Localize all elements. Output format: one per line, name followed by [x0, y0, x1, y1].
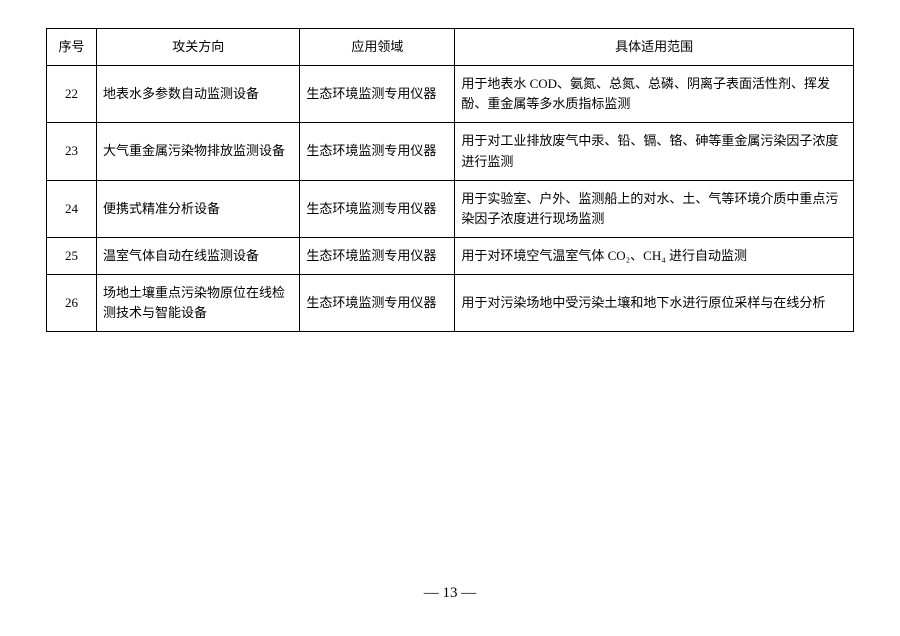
col-header-num: 序号: [47, 29, 97, 66]
cell-scope: 用于对污染场地中受污染土壤和地下水进行原位采样与在线分析: [455, 275, 854, 332]
col-header-dir: 攻关方向: [97, 29, 300, 66]
cell-num: 22: [47, 66, 97, 123]
cell-dir: 大气重金属污染物排放监测设备: [97, 123, 300, 180]
cell-scope: 用于地表水 COD、氨氮、总氮、总磷、阴离子表面活性剂、挥发酚、重金属等多水质指…: [455, 66, 854, 123]
cell-dir: 温室气体自动在线监测设备: [97, 237, 300, 274]
cell-field: 生态环境监测专用仪器: [300, 123, 455, 180]
cell-field: 生态环境监测专用仪器: [300, 66, 455, 123]
table-body: 22 地表水多参数自动监测设备 生态环境监测专用仪器 用于地表水 COD、氨氮、…: [47, 66, 854, 332]
cell-num: 24: [47, 180, 97, 237]
cell-scope: 用于对环境空气温室气体 CO₂、CH₄ 进行自动监测: [455, 237, 854, 274]
table-header-row: 序号 攻关方向 应用领域 具体适用范围: [47, 29, 854, 66]
col-header-field: 应用领域: [300, 29, 455, 66]
cell-scope: 用于实验室、户外、监测船上的对水、土、气等环境介质中重点污染因子浓度进行现场监测: [455, 180, 854, 237]
page-content: 序号 攻关方向 应用领域 具体适用范围 22 地表水多参数自动监测设备 生态环境…: [0, 0, 900, 332]
cell-field: 生态环境监测专用仪器: [300, 275, 455, 332]
table-row: 23 大气重金属污染物排放监测设备 生态环境监测专用仪器 用于对工业排放废气中汞…: [47, 123, 854, 180]
cell-field: 生态环境监测专用仪器: [300, 180, 455, 237]
cell-scope: 用于对工业排放废气中汞、铅、镉、铬、砷等重金属污染因子浓度进行监测: [455, 123, 854, 180]
page-number: — 13 —: [0, 585, 900, 602]
data-table: 序号 攻关方向 应用领域 具体适用范围 22 地表水多参数自动监测设备 生态环境…: [46, 28, 854, 332]
cell-dir: 地表水多参数自动监测设备: [97, 66, 300, 123]
cell-dir: 场地土壤重点污染物原位在线检测技术与智能设备: [97, 275, 300, 332]
table-row: 26 场地土壤重点污染物原位在线检测技术与智能设备 生态环境监测专用仪器 用于对…: [47, 275, 854, 332]
cell-num: 26: [47, 275, 97, 332]
table-row: 25 温室气体自动在线监测设备 生态环境监测专用仪器 用于对环境空气温室气体 C…: [47, 237, 854, 274]
table-row: 24 便携式精准分析设备 生态环境监测专用仪器 用于实验室、户外、监测船上的对水…: [47, 180, 854, 237]
table-row: 22 地表水多参数自动监测设备 生态环境监测专用仪器 用于地表水 COD、氨氮、…: [47, 66, 854, 123]
cell-num: 23: [47, 123, 97, 180]
col-header-scope: 具体适用范围: [455, 29, 854, 66]
cell-field: 生态环境监测专用仪器: [300, 237, 455, 274]
cell-num: 25: [47, 237, 97, 274]
cell-dir: 便携式精准分析设备: [97, 180, 300, 237]
